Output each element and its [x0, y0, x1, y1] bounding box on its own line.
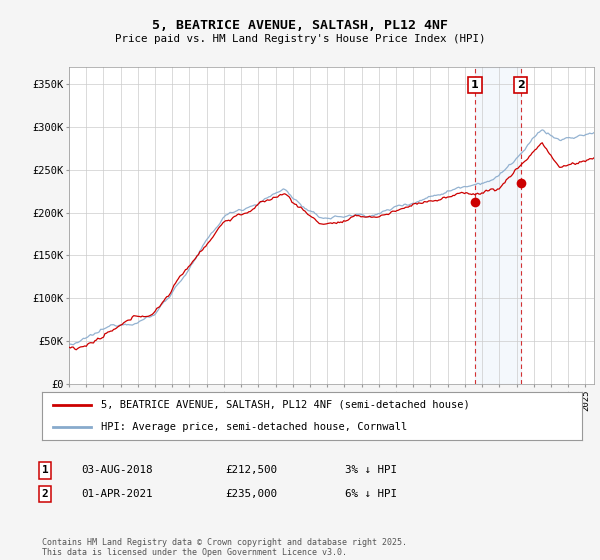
- Text: 01-APR-2021: 01-APR-2021: [81, 489, 152, 499]
- Text: 5, BEATRICE AVENUE, SALTASH, PL12 4NF (semi-detached house): 5, BEATRICE AVENUE, SALTASH, PL12 4NF (s…: [101, 400, 470, 410]
- Text: 1: 1: [41, 465, 49, 475]
- Text: 5, BEATRICE AVENUE, SALTASH, PL12 4NF: 5, BEATRICE AVENUE, SALTASH, PL12 4NF: [152, 20, 448, 32]
- Text: £212,500: £212,500: [225, 465, 277, 475]
- Text: HPI: Average price, semi-detached house, Cornwall: HPI: Average price, semi-detached house,…: [101, 422, 407, 432]
- Bar: [475, 67, 521, 384]
- Text: 1: 1: [471, 80, 479, 90]
- Text: 03-AUG-2018: 03-AUG-2018: [81, 465, 152, 475]
- Text: 2: 2: [41, 489, 49, 499]
- Text: 3% ↓ HPI: 3% ↓ HPI: [345, 465, 397, 475]
- Text: 6% ↓ HPI: 6% ↓ HPI: [345, 489, 397, 499]
- Text: Contains HM Land Registry data © Crown copyright and database right 2025.
This d: Contains HM Land Registry data © Crown c…: [42, 538, 407, 557]
- Text: 2: 2: [517, 80, 525, 90]
- Text: Price paid vs. HM Land Registry's House Price Index (HPI): Price paid vs. HM Land Registry's House …: [115, 34, 485, 44]
- Text: £235,000: £235,000: [225, 489, 277, 499]
